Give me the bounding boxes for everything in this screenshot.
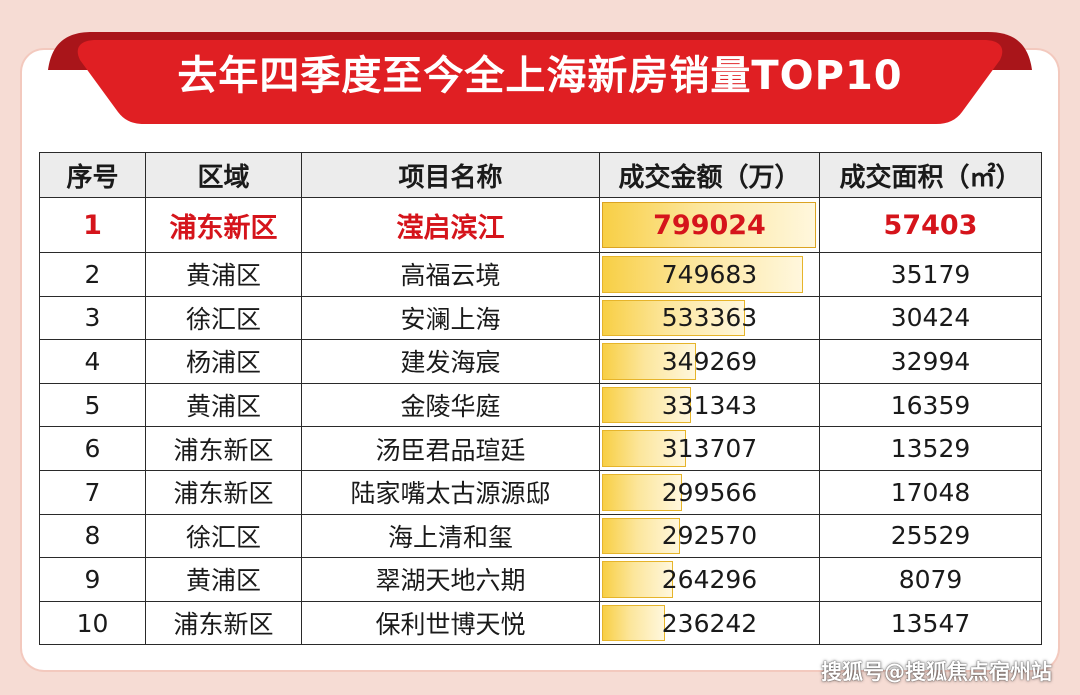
rank-cell: 9 (39, 557, 146, 602)
project-cell: 安澜上海 (301, 295, 600, 341)
rank-cell: 5 (39, 382, 146, 428)
amount-cell: 264296 (599, 557, 820, 602)
title-banner (48, 32, 1032, 124)
district-cell: 浦东新区 (145, 600, 302, 646)
amount-cell: 533363 (599, 295, 820, 341)
amount-cell: 799024 (599, 197, 820, 253)
project-cell: 建发海宸 (301, 339, 600, 384)
amount-cell: 331343 (599, 382, 820, 428)
amount-bar (602, 256, 803, 293)
amount-value: 292570 (661, 521, 758, 551)
amount-cell: 749683 (599, 252, 820, 297)
area-cell: 32994 (819, 339, 1042, 384)
amount-bar (602, 430, 686, 467)
amount-cell: 349269 (599, 339, 820, 384)
ranking-table: 序号 区域 项目名称 成交金额（万） 成交面积（㎡） 1 浦东新区 滢启滨江 7990… (39, 152, 1042, 646)
rank-cell: 7 (39, 469, 146, 515)
amount-value: 299566 (661, 477, 758, 507)
project-cell: 保利世博天悦 (301, 600, 600, 646)
header-amount: 成交金额（万） (599, 152, 820, 198)
area-cell: 30424 (819, 295, 1042, 341)
amount-cell: 313707 (599, 426, 820, 471)
project-cell: 高福云境 (301, 252, 600, 297)
rank-cell: 8 (39, 513, 146, 559)
area-cell: 35179 (819, 252, 1042, 297)
header-area: 成交面积（㎡） (819, 152, 1042, 198)
amount-cell: 299566 (599, 469, 820, 515)
amount-value: 533363 (661, 303, 758, 333)
area-cell: 8079 (819, 557, 1042, 602)
header-project: 项目名称 (301, 152, 600, 198)
amount-bar (602, 517, 680, 555)
rank-cell: 1 (39, 197, 146, 253)
amount-value: 331343 (661, 390, 758, 420)
area-cell: 13547 (819, 600, 1042, 646)
amount-bar (602, 561, 673, 598)
project-cell: 陆家嘴太古源源邸 (301, 469, 600, 515)
rank-cell: 3 (39, 295, 146, 341)
district-cell: 杨浦区 (145, 339, 302, 384)
area-cell: 17048 (819, 469, 1042, 515)
banner-front (77, 40, 1003, 124)
amount-value: 236242 (661, 608, 758, 638)
header-rank: 序号 (39, 152, 146, 198)
header-district: 区域 (145, 152, 302, 198)
district-cell: 浦东新区 (145, 426, 302, 471)
amount-bar (602, 386, 691, 424)
amount-cell: 292570 (599, 513, 820, 559)
table-row: 5 黄浦区 金陵华庭 331343 16359 (39, 382, 1042, 428)
amount-value: 313707 (661, 434, 758, 464)
district-cell: 浦东新区 (145, 469, 302, 515)
amount-value: 749683 (661, 259, 758, 289)
amount-value: 349269 (661, 346, 758, 376)
project-cell: 汤臣君品瑄廷 (301, 426, 600, 471)
table-header-row: 序号 区域 项目名称 成交金额（万） 成交面积（㎡） (39, 152, 1042, 198)
rank-cell: 2 (39, 252, 146, 297)
amount-bar (602, 202, 816, 248)
amount-bar (602, 473, 682, 511)
amount-bar (602, 343, 696, 380)
district-cell: 黄浦区 (145, 382, 302, 428)
table-row: 6 浦东新区 汤臣君品瑄廷 313707 13529 (39, 426, 1042, 471)
district-cell: 徐汇区 (145, 513, 302, 559)
amount-value: 264296 (661, 564, 758, 594)
table-row: 4 杨浦区 建发海宸 349269 32994 (39, 339, 1042, 384)
district-cell: 黄浦区 (145, 557, 302, 602)
table-row: 2 黄浦区 高福云境 749683 35179 (39, 252, 1042, 297)
area-cell: 16359 (819, 382, 1042, 428)
district-cell: 徐汇区 (145, 295, 302, 341)
amount-cell: 236242 (599, 600, 820, 646)
page-title: 去年四季度至今全上海新房销量TOP10 (177, 53, 903, 99)
project-cell: 翠湖天地六期 (301, 557, 600, 602)
rank-cell: 6 (39, 426, 146, 471)
table-row: 3 徐汇区 安澜上海 533363 30424 (39, 295, 1042, 341)
amount-bar (602, 604, 665, 642)
amount-value: 799024 (653, 209, 766, 241)
amount-bar (602, 299, 745, 337)
project-cell: 海上清和玺 (301, 513, 600, 559)
table-row: 10 浦东新区 保利世博天悦 236242 13547 (39, 600, 1042, 646)
rank-cell: 10 (39, 600, 146, 646)
area-cell: 13529 (819, 426, 1042, 471)
area-cell: 57403 (819, 197, 1042, 253)
table-row: 9 黄浦区 翠湖天地六期 264296 8079 (39, 557, 1042, 602)
table-row: 8 徐汇区 海上清和玺 292570 25529 (39, 513, 1042, 559)
rank-cell: 4 (39, 339, 146, 384)
district-cell: 黄浦区 (145, 252, 302, 297)
table-row: 7 浦东新区 陆家嘴太古源源邸 299566 17048 (39, 469, 1042, 515)
project-cell: 金陵华庭 (301, 382, 600, 428)
watermark: 搜狐号@搜狐焦点宿州站 (821, 660, 1052, 684)
district-cell: 浦东新区 (145, 197, 302, 253)
project-cell: 滢启滨江 (301, 197, 600, 253)
area-cell: 25529 (819, 513, 1042, 559)
table-row: 1 浦东新区 滢启滨江 799024 57403 (39, 197, 1042, 253)
